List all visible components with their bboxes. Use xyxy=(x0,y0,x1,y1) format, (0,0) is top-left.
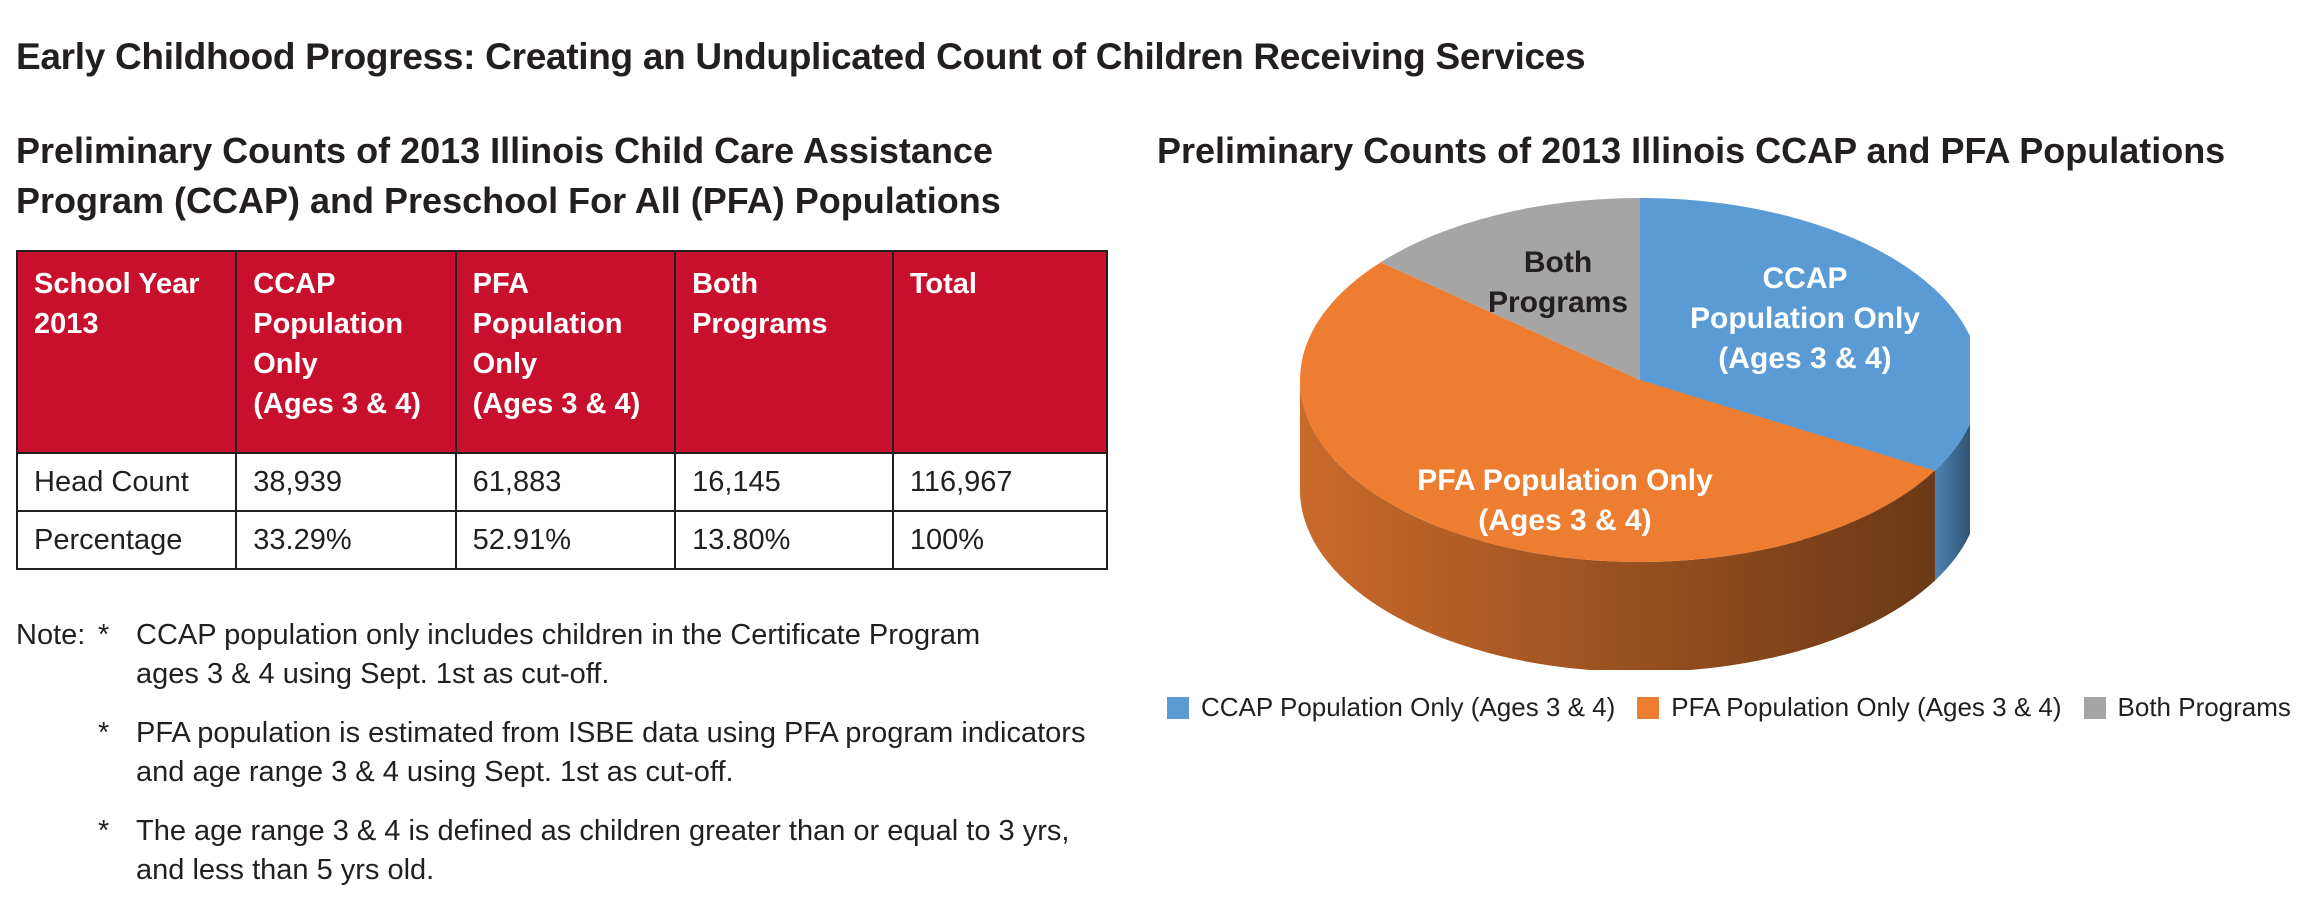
table-cell: Head Count xyxy=(15,452,238,512)
legend-swatch-ccap xyxy=(1167,696,1189,719)
header-ccap: CCAP Population Only (Ages 3 & 4) xyxy=(235,250,457,454)
pie-wall-ccap xyxy=(1934,423,1970,581)
note-line: CCAP population only includes children i… xyxy=(136,619,981,651)
legend-item-pfa: PFA Population Only (Ages 3 & 4) xyxy=(1637,692,2062,723)
table-cell: 13.80% xyxy=(674,510,894,570)
legend-swatch-pfa xyxy=(1637,696,1660,719)
header-both: Both Programs xyxy=(674,250,894,454)
pie-label-both: Programs xyxy=(1488,286,1628,319)
table-row-head-count: Head Count 38,939 61,883 16,145 116,967 xyxy=(15,452,1109,512)
pie-label-both: Both xyxy=(1524,246,1592,279)
pie-chart: CCAP Population Only (Ages 3 & 4) PFA Popul… xyxy=(1299,198,1970,670)
chart-title: Preliminary Counts of 2013 Illinois CCAP… xyxy=(1157,130,2226,171)
chart-legend: CCAP Population Only (Ages 3 & 4) PFA Po… xyxy=(1167,692,2291,723)
legend-item-ccap: CCAP Population Only (Ages 3 & 4) xyxy=(1167,692,1615,723)
table-cell: 38,939 xyxy=(235,452,457,512)
pie-label-pfa: PFA Population Only xyxy=(1417,464,1713,497)
legend-item-both: Both Programs xyxy=(2083,692,2291,723)
table-cell: 52.91% xyxy=(454,510,677,570)
legend-label: PFA Population Only (Ages 3 & 4) xyxy=(1671,692,2062,722)
legend-label: Both Programs xyxy=(2117,692,2291,722)
legend-swatch-both xyxy=(2083,696,2106,719)
pie-label-ccap: Population Only xyxy=(1690,302,1920,335)
page-title: Early Childhood Progress: Creating an Un… xyxy=(16,36,1586,77)
note-line: and less than 5 yrs old. xyxy=(136,854,435,886)
table-cell: 116,967 xyxy=(891,452,1109,512)
table-title: Preliminary Counts of 2013 Illinois Chil… xyxy=(16,126,1116,226)
table-row-percentage: Percentage 33.29% 52.91% 13.80% 100% xyxy=(15,510,1109,570)
pie-label-ccap: (Ages 3 & 4) xyxy=(1718,342,1891,375)
note-item: * The age range 3 & 4 is defined as chil… xyxy=(16,812,1136,890)
counts-table: School Year 2013 CCAP Population Only (A… xyxy=(15,250,1109,570)
table-title-line2: Program (CCAP) and Preschool For All (PF… xyxy=(16,180,1001,221)
pie-slice-pfa xyxy=(1299,262,1935,563)
table-header-row: School Year 2013 CCAP Population Only (A… xyxy=(15,250,1109,454)
header-school-year: School Year 2013 xyxy=(15,250,238,454)
table-cell: 61,883 xyxy=(454,452,677,512)
legend-label: CCAP Population Only (Ages 3 & 4) xyxy=(1201,692,1616,722)
table-cell: Percentage xyxy=(15,510,238,570)
header-pfa: PFA Population Only (Ages 3 & 4) xyxy=(454,250,677,454)
note-line: PFA population is estimated from ISBE da… xyxy=(136,717,1086,749)
note-item: Note: * CCAP population only includes ch… xyxy=(16,616,1136,694)
note-line: and age range 3 & 4 using Sept. 1st as c… xyxy=(136,756,734,788)
note-item: * PFA population is estimated from ISBE … xyxy=(16,714,1136,792)
notes: Note: * CCAP population only includes ch… xyxy=(16,616,1136,910)
note-star: * xyxy=(98,815,110,847)
note-star: * xyxy=(98,619,110,651)
table-title-line1: Preliminary Counts of 2013 Illinois Chil… xyxy=(16,130,993,171)
pie-slice-both xyxy=(1380,198,1640,380)
table-cell: 100% xyxy=(891,510,1109,570)
header-total: Total xyxy=(891,250,1109,454)
pie-label-pfa: (Ages 3 & 4) xyxy=(1478,504,1651,537)
table-cell: 33.29% xyxy=(235,510,457,570)
pie-slice-ccap xyxy=(1640,198,1970,471)
pie-label-ccap: CCAP xyxy=(1762,262,1847,295)
note-line: ages 3 & 4 using Sept. 1st as cut-off. xyxy=(136,658,610,690)
note-star: * xyxy=(98,717,110,749)
note-line: The age range 3 & 4 is defined as childr… xyxy=(136,815,1070,847)
note-prefix: Note: xyxy=(16,619,86,651)
pie-wall-pfa xyxy=(1300,380,1935,670)
table-cell: 16,145 xyxy=(674,452,894,512)
